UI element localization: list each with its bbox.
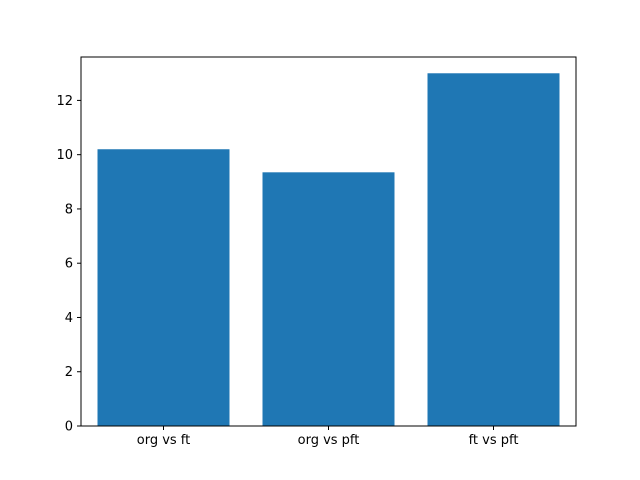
y-tick-label: 2 bbox=[65, 365, 73, 380]
bar bbox=[427, 73, 560, 426]
bar bbox=[262, 172, 395, 426]
y-tick-label: 10 bbox=[56, 148, 73, 163]
y-tick-label: 12 bbox=[56, 94, 73, 109]
x-tick-label: org vs ft bbox=[137, 433, 191, 448]
bar bbox=[97, 149, 230, 426]
x-tick-label: org vs pft bbox=[298, 433, 360, 448]
y-tick-label: 6 bbox=[65, 257, 73, 272]
y-tick-label: 8 bbox=[65, 202, 73, 217]
y-tick-label: 0 bbox=[65, 420, 73, 435]
y-tick-label: 4 bbox=[65, 311, 73, 326]
x-tick-label: ft vs pft bbox=[469, 433, 519, 448]
